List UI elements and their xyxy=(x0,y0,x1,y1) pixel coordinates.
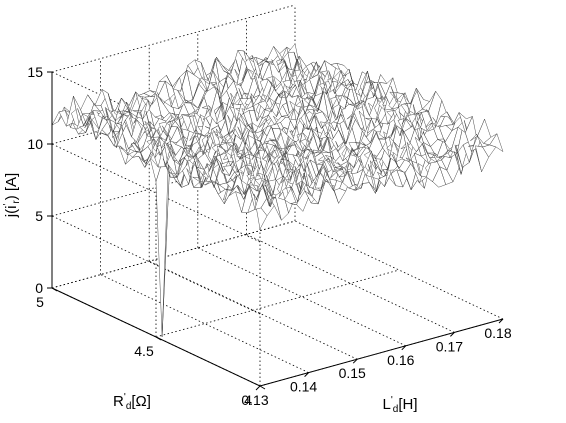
z-axis-label: j(i'r) [A] xyxy=(2,173,22,218)
x-tick-mark xyxy=(450,332,455,337)
x-tick-label: 0.15 xyxy=(339,365,366,381)
y-tick-mark xyxy=(155,336,162,341)
x-tick-label: 0.18 xyxy=(484,325,511,341)
grid-line xyxy=(197,247,406,347)
z-tick-label: 15 xyxy=(27,64,43,80)
x-axis-line xyxy=(259,318,504,387)
grid-line xyxy=(155,269,400,338)
x-tick-mark xyxy=(304,372,309,377)
surface-cell xyxy=(489,133,504,152)
surface-mesh xyxy=(51,43,504,338)
y-tick-mark xyxy=(259,385,266,390)
z-tick-label: 5 xyxy=(35,208,43,224)
y-tick-label: 5 xyxy=(36,294,44,310)
grid-line xyxy=(246,234,455,333)
z-tick-label: 0 xyxy=(35,280,43,296)
x-tick-mark xyxy=(352,358,358,364)
x-tick-label: 0.16 xyxy=(387,352,414,368)
y-tick-label: 4.5 xyxy=(134,343,154,359)
y-tick-label: 4 xyxy=(244,392,252,408)
grid-line xyxy=(100,274,309,373)
y-tick-mark xyxy=(51,287,58,292)
x-axis-label: L'd[H] xyxy=(383,395,418,415)
y-axis-label: R'd[Ω] xyxy=(113,392,151,412)
grid-line xyxy=(51,220,296,289)
x-tick-mark xyxy=(401,345,407,351)
axis-box xyxy=(47,71,504,391)
x-tick-mark xyxy=(498,318,504,324)
x-tick-label: 0.17 xyxy=(436,338,463,354)
x-tick-mark xyxy=(255,385,261,391)
z-tick-label: 10 xyxy=(27,136,43,152)
grid-line xyxy=(51,220,296,289)
x-tick-label: 0.13 xyxy=(241,392,268,408)
x-tick-label: 0.14 xyxy=(290,379,317,395)
